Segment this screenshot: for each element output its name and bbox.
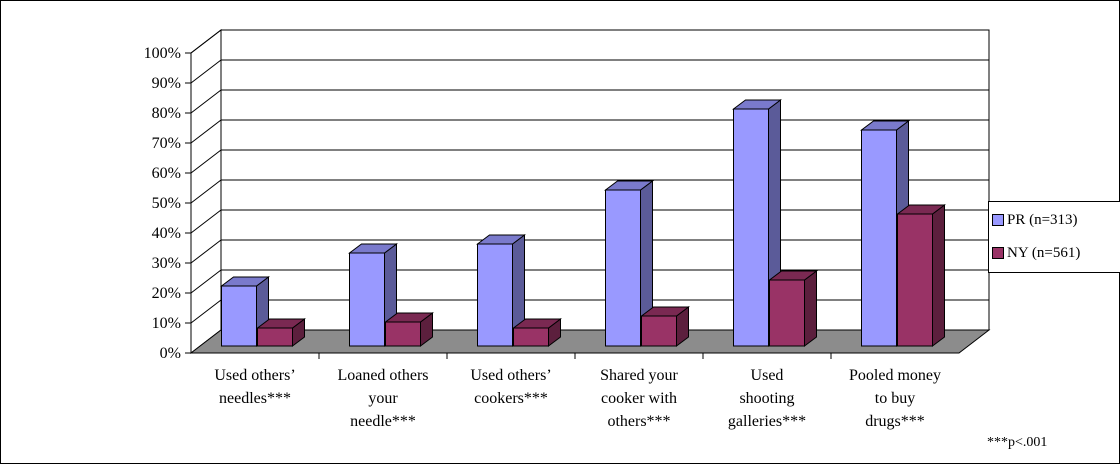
gridline-side <box>190 29 222 54</box>
legend-swatch-ny <box>992 247 1004 259</box>
x-tick-label: cookers*** <box>474 390 548 407</box>
y-tick-label: 0% <box>160 345 181 362</box>
x-tick-label: galleries*** <box>728 413 806 430</box>
y-tick-label: 100% <box>144 45 181 62</box>
bar-front <box>349 252 385 347</box>
bar-pr-3 <box>604 180 654 347</box>
bar-pr-0 <box>220 276 270 347</box>
x-tick-label: Pooled money <box>849 367 941 384</box>
x-tick-label: Used others’ <box>214 367 295 384</box>
footnote: ***p<.001 <box>987 435 1048 450</box>
bar-front <box>769 279 805 347</box>
y-tick-label: 30% <box>152 255 181 272</box>
bar-ny-2 <box>512 318 562 347</box>
bar-front <box>513 327 549 347</box>
bar-ny-0 <box>256 318 306 347</box>
bar-front <box>257 327 293 347</box>
legend-label-ny: NY (n=561) <box>1007 244 1081 261</box>
x-tick-label: others*** <box>607 413 670 430</box>
bar-ny-3 <box>640 306 690 347</box>
bar-front <box>641 315 677 347</box>
x-axis-labels: Used others’ needles*** Loaned others your n… <box>214 353 941 430</box>
bar-front <box>897 213 933 347</box>
x-tick-label: Used <box>751 367 784 384</box>
gridline-side <box>190 179 222 204</box>
legend-swatch-pr <box>992 214 1004 226</box>
gridline-side <box>190 119 222 144</box>
gridline-side <box>190 89 222 114</box>
y-tick-label: 80% <box>152 105 181 122</box>
x-tick-label: needle*** <box>350 413 416 430</box>
x-tick-label: cooker with <box>601 390 677 407</box>
y-tick-label: 70% <box>152 135 181 152</box>
bars <box>220 99 946 347</box>
legend-entry-ny: NY (n=561) <box>992 244 1080 262</box>
gridline-side <box>190 269 222 294</box>
y-tick-label: 40% <box>152 225 181 242</box>
y-tick-label: 50% <box>152 195 181 212</box>
gridline-side <box>190 239 222 264</box>
legend-entry-pr: PR (n=313) <box>992 211 1078 229</box>
gridline-side <box>190 59 222 84</box>
bar-ny-4 <box>768 270 818 347</box>
x-tick-label: your <box>368 390 398 407</box>
legend-label-pr: PR (n=313) <box>1007 211 1078 228</box>
y-tick-label: 60% <box>152 165 181 182</box>
bar-front <box>385 321 421 347</box>
gridline-side <box>190 149 222 174</box>
x-tick-label: shooting <box>739 390 794 407</box>
gridline-side <box>190 299 222 324</box>
y-axis: 0% 10% 20% 30% 40% 50% 60% 70% 80% 90% 100% <box>144 45 192 362</box>
bar-ny-5 <box>896 204 946 347</box>
x-tick-label: Loaned others <box>337 367 428 384</box>
bar-front <box>221 285 257 347</box>
x-tick-label: to buy <box>875 390 915 407</box>
bar-front <box>861 129 897 347</box>
x-tick-label: needles*** <box>219 390 291 407</box>
gridline-side <box>190 209 222 234</box>
bar-side <box>804 270 817 347</box>
y-tick-label: 90% <box>152 75 181 92</box>
bar-pr-2 <box>476 234 526 347</box>
y-tick-label: 20% <box>152 285 181 302</box>
legend: PR (n=313) NY (n=561) <box>988 201 1120 273</box>
x-tick-label: Used others’ <box>470 367 551 384</box>
x-tick-label: drugs*** <box>865 413 925 430</box>
bar-front <box>477 243 513 347</box>
bar-front <box>605 189 641 347</box>
y-tick-label: 10% <box>152 315 181 332</box>
x-tick-label: Shared your <box>600 367 678 384</box>
bar-front <box>733 108 769 347</box>
bar-ny-1 <box>384 312 434 347</box>
bar-side <box>932 204 945 347</box>
